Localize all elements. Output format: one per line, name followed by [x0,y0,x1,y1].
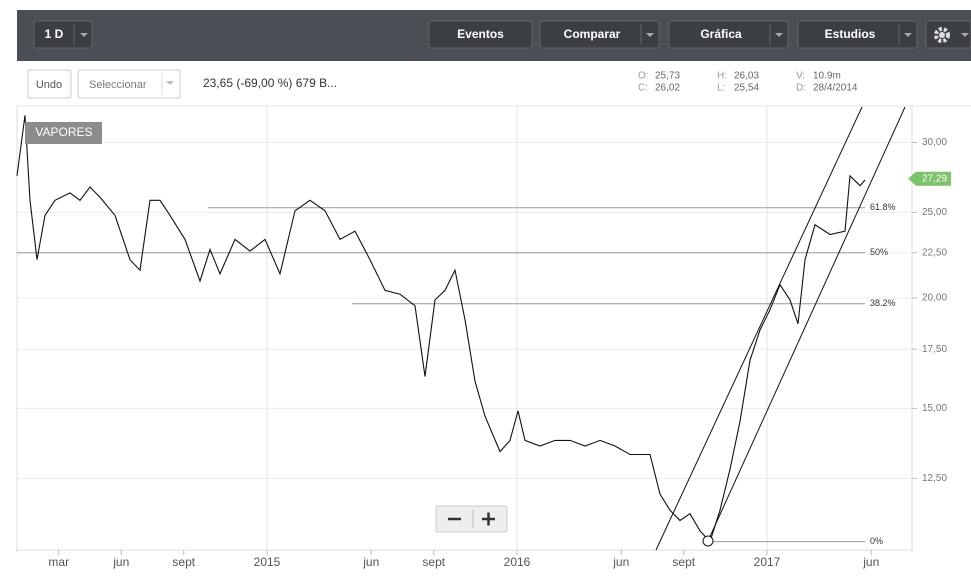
x-tick-label: sept [422,555,445,569]
toolbar-button[interactable] [539,20,660,49]
dropdown-arrow [646,33,654,37]
x-tick-label: jun [362,555,379,569]
x-tick-label: sept [672,555,695,569]
stat-value: 26,03 [734,71,759,82]
x-tick-label: jun [862,555,879,569]
series-name: VAPORES [35,125,92,139]
toolbar-button-label: Gráfica [700,27,742,41]
zoom-control [435,505,508,533]
fib-label: 50% [870,247,888,257]
interval-button[interactable] [33,20,93,49]
x-tick-label: jun [612,555,629,569]
stat-key: C: [638,83,648,94]
y-tick-label: 17,50 [922,344,947,355]
last-price-tag [908,171,951,186]
fib-label: 38.2% [870,298,896,308]
toolbar-button-label: Eventos [457,27,504,41]
toolbar-button-label: Comparar [564,27,621,41]
anchor-handle[interactable] [702,535,714,547]
dropdown-arrow [961,33,969,37]
y-tick-label: 15,00 [922,403,947,414]
stat-value: 10.9m [813,71,841,82]
summary: 23,65 (-69,00 %) 679 B... [203,76,337,90]
select: Seleccionar [89,79,147,91]
x-tick-label: 2015 [254,555,281,569]
x-tick-label: 2016 [504,555,531,569]
series-tag [25,122,102,144]
dropdown-arrow [775,33,783,37]
stat-value: 25,73 [655,71,680,82]
stat-value: 28/4/2014 [813,83,858,94]
y-tick-label: 12,50 [922,473,947,484]
stat-value: 26,02 [655,83,680,94]
stat-value: 25,54 [734,83,759,94]
fib-label: 0% [870,536,883,546]
undo-button[interactable] [27,69,72,99]
stat-key: V: [796,71,805,82]
channel-upper [655,106,863,551]
select-dropdown[interactable] [77,69,181,99]
x-tick-label: mar [48,555,69,569]
dropdown-arrow [166,81,174,85]
stats: O: 25,73 C: 26,02 H: 26,03 L: 25,54 V: 10.9m D: 28/… [638,71,858,94]
gear-icon [934,27,950,43]
y-tick-label: 22,50 [922,247,947,258]
x-tick-label: 2017 [754,555,781,569]
y-tick-label: 25,00 [922,207,947,218]
dropdown-arrow [80,33,88,37]
dropdown-arrow [904,33,912,37]
stat-key: H: [717,71,727,82]
fib-label: 61.8% [870,202,896,212]
stat-key: L: [717,83,725,94]
y-tick-label: 20,00 [922,293,947,304]
toolbar-button[interactable] [668,20,789,49]
toolbar-buttons: Eventos Comparar Gráfica Estudios [428,20,918,49]
stat-key: D: [796,83,806,94]
last-price-label: 27,29 [922,173,947,184]
gear-icon-center [939,32,945,38]
x-tick-label: jun [112,555,129,569]
stat-key: O: [638,71,649,82]
toolbar-button-label: Estudios [825,27,876,41]
interval: 1 D [45,27,64,41]
price-line [16,115,866,543]
y-tick-label: 30,00 [922,137,947,148]
plot: 30,00 25,00 22,50 20,00 17,50 15,00 12,50 mar ju… [16,107,951,569]
toolbar-button[interactable] [797,20,918,49]
channel-lower [707,106,906,542]
toolbar-button[interactable] [428,20,533,49]
x-tick-label: sept [172,555,195,569]
undo: Undo [36,79,62,91]
